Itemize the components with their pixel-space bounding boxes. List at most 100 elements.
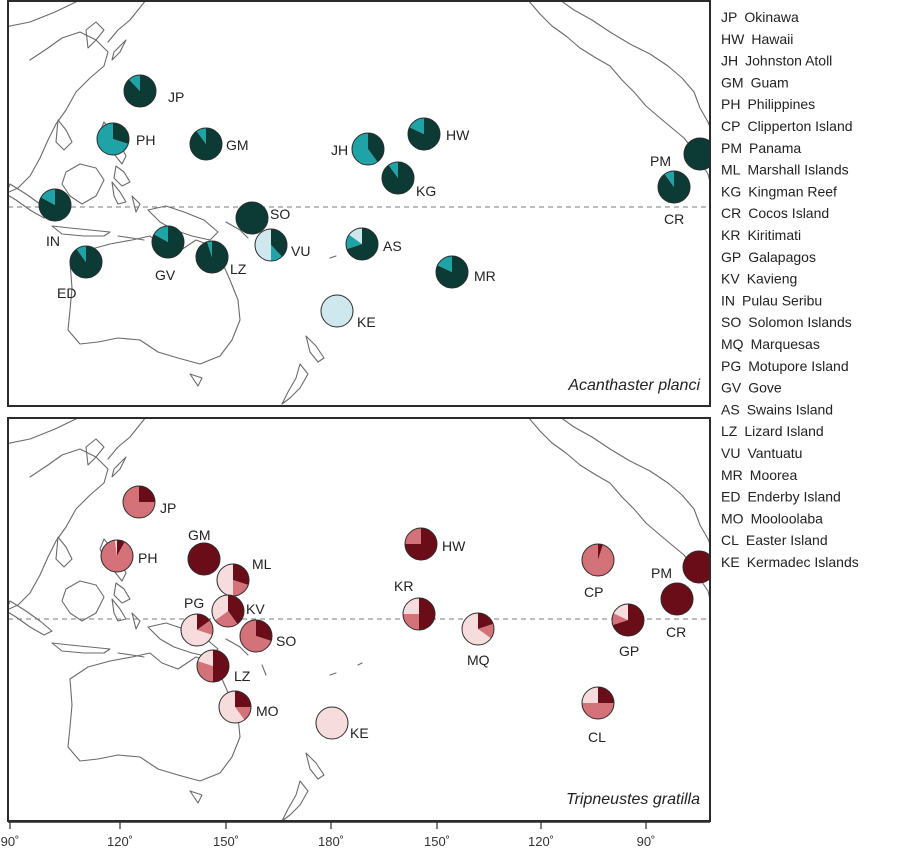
site-label-pg: PG: [184, 595, 204, 611]
site-label-cr: CR: [666, 624, 686, 640]
pie-outline: [351, 132, 385, 166]
site-pie-jp: JP: [123, 74, 184, 108]
site-label-gv: GV: [155, 267, 176, 283]
pie-slice: [218, 691, 245, 723]
pie-outline: [235, 201, 269, 235]
site-pie-ed: ED: [57, 245, 103, 301]
pie-slice: [236, 202, 268, 234]
site-label-kg: KG: [416, 183, 436, 199]
legend-name: Vantuatu: [747, 445, 802, 461]
pie-outline: [435, 255, 469, 289]
legend-item-cl: CL Easter Island: [721, 532, 828, 548]
legend-name: Lizard Island: [744, 423, 823, 439]
site-pie-cr: CR: [657, 170, 691, 227]
site-pie-pg: PG: [180, 595, 214, 647]
map-frame: [7, 0, 711, 407]
pie-outline: [402, 597, 436, 631]
legend-code: ML: [721, 162, 741, 178]
pie-outline: [218, 690, 252, 724]
pie-slice: [197, 650, 213, 666]
legend-name: Marshall Islands: [747, 162, 848, 178]
site-label-in: IN: [46, 233, 60, 249]
site-label-gm: GM: [188, 527, 211, 543]
legend-item-gv: GV Gove: [721, 380, 782, 396]
axis-tick-label: 120˚: [528, 834, 554, 849]
legend-item-mr: MR Moorea: [721, 467, 797, 483]
pie-slice: [196, 661, 213, 682]
legend-code: IN: [721, 292, 735, 308]
pie-slice: [403, 598, 419, 614]
pie-slice: [38, 189, 71, 221]
legend-code: PM: [721, 140, 742, 156]
pie-slice: [613, 604, 628, 620]
pie-slice: [256, 620, 273, 641]
legend-item-mq: MQ Marquesas: [721, 336, 820, 352]
site-pie-cl: CL: [581, 686, 615, 745]
pie-slice: [235, 707, 251, 720]
pie-outline: [345, 227, 379, 261]
site-pie-as: AS: [345, 227, 402, 261]
legend-item-so: SO Solomon Islands: [721, 314, 852, 330]
pie-slice: [598, 544, 603, 560]
pie-slice: [70, 246, 103, 278]
legend-name: Philippines: [747, 96, 815, 112]
legend-name: Panama: [749, 140, 801, 156]
legend-item-pg: PG Motupore Island: [721, 358, 849, 374]
legend-name: Cocos Island: [748, 205, 829, 221]
pie-slice: [582, 544, 615, 576]
site-label-mq: MQ: [467, 652, 490, 668]
site-pie-hw: HW: [404, 527, 466, 561]
pie-slice: [346, 234, 362, 249]
legend-name: Galapagos: [748, 249, 816, 265]
pie-outline: [189, 127, 223, 161]
legend-name: Clipperton Island: [747, 118, 852, 134]
legend-code: KG: [721, 183, 741, 199]
pie-slice: [139, 486, 155, 502]
pie-slice: [233, 564, 250, 585]
pie-slice: [181, 614, 213, 647]
pie-slice: [113, 122, 130, 144]
site-label-kr: KR: [394, 578, 413, 594]
site-pie-pm: PM: [650, 137, 710, 171]
legend-item-gp: GP Galapagos: [721, 249, 816, 265]
site-pie-vu: VU: [254, 228, 310, 262]
site-pie-mr: MR: [435, 255, 496, 289]
legend-item-hw: HW Hawaii: [721, 31, 793, 47]
site-label-so: SO: [270, 206, 290, 222]
pie-outline: [315, 706, 349, 740]
pie-slice: [97, 123, 129, 155]
pie-slice: [461, 613, 491, 645]
species-label-tripneustes: Tripneustes gratilla: [566, 791, 700, 808]
pie-slice: [271, 245, 282, 261]
pie-slice: [188, 543, 220, 575]
legend-item-pm: PM Panama: [721, 140, 801, 156]
site-label-pm: PM: [651, 565, 672, 581]
legend-name: Kavieng: [747, 271, 798, 287]
legend-code: HW: [721, 31, 745, 47]
site-pie-jh: JH: [331, 132, 385, 166]
legend-code: PG: [721, 358, 741, 374]
pie-outline: [660, 582, 694, 616]
legend-name: Pulau Seribu: [742, 292, 822, 308]
legend-item-kr: KR Kiritimati: [721, 227, 801, 243]
site-pie-ke: KE: [315, 706, 369, 741]
legend-code: CL: [721, 532, 739, 548]
legend-name: Guam: [751, 74, 789, 90]
site-pie-ml: ML: [216, 556, 272, 597]
pie-slice: [435, 256, 468, 288]
pie-slice: [151, 226, 184, 258]
site-label-cr: CR: [664, 211, 684, 227]
legend-name: Moorea: [750, 467, 798, 483]
pie-slice: [207, 241, 212, 257]
pie-slice: [316, 707, 348, 739]
pie-slice: [196, 128, 206, 144]
legend-item-kv: KV Kavieng: [721, 271, 797, 287]
pie-slice: [368, 133, 384, 162]
pie-slice: [255, 229, 271, 261]
pie-outline: [581, 686, 615, 720]
legend-name: Motupore Island: [748, 358, 848, 374]
legend-code: KE: [721, 554, 740, 570]
pie-slice: [351, 133, 378, 165]
pie-slice: [405, 528, 421, 544]
